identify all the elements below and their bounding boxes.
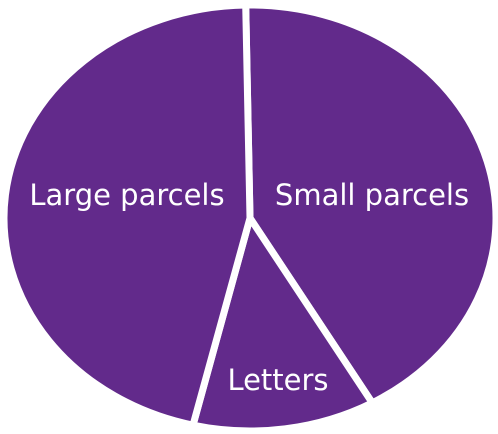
pie-slice xyxy=(0,1,254,430)
slice-label: Letters xyxy=(227,363,328,397)
slice-label: Large parcels xyxy=(29,178,224,212)
slice-label: Small parcels xyxy=(275,178,469,212)
